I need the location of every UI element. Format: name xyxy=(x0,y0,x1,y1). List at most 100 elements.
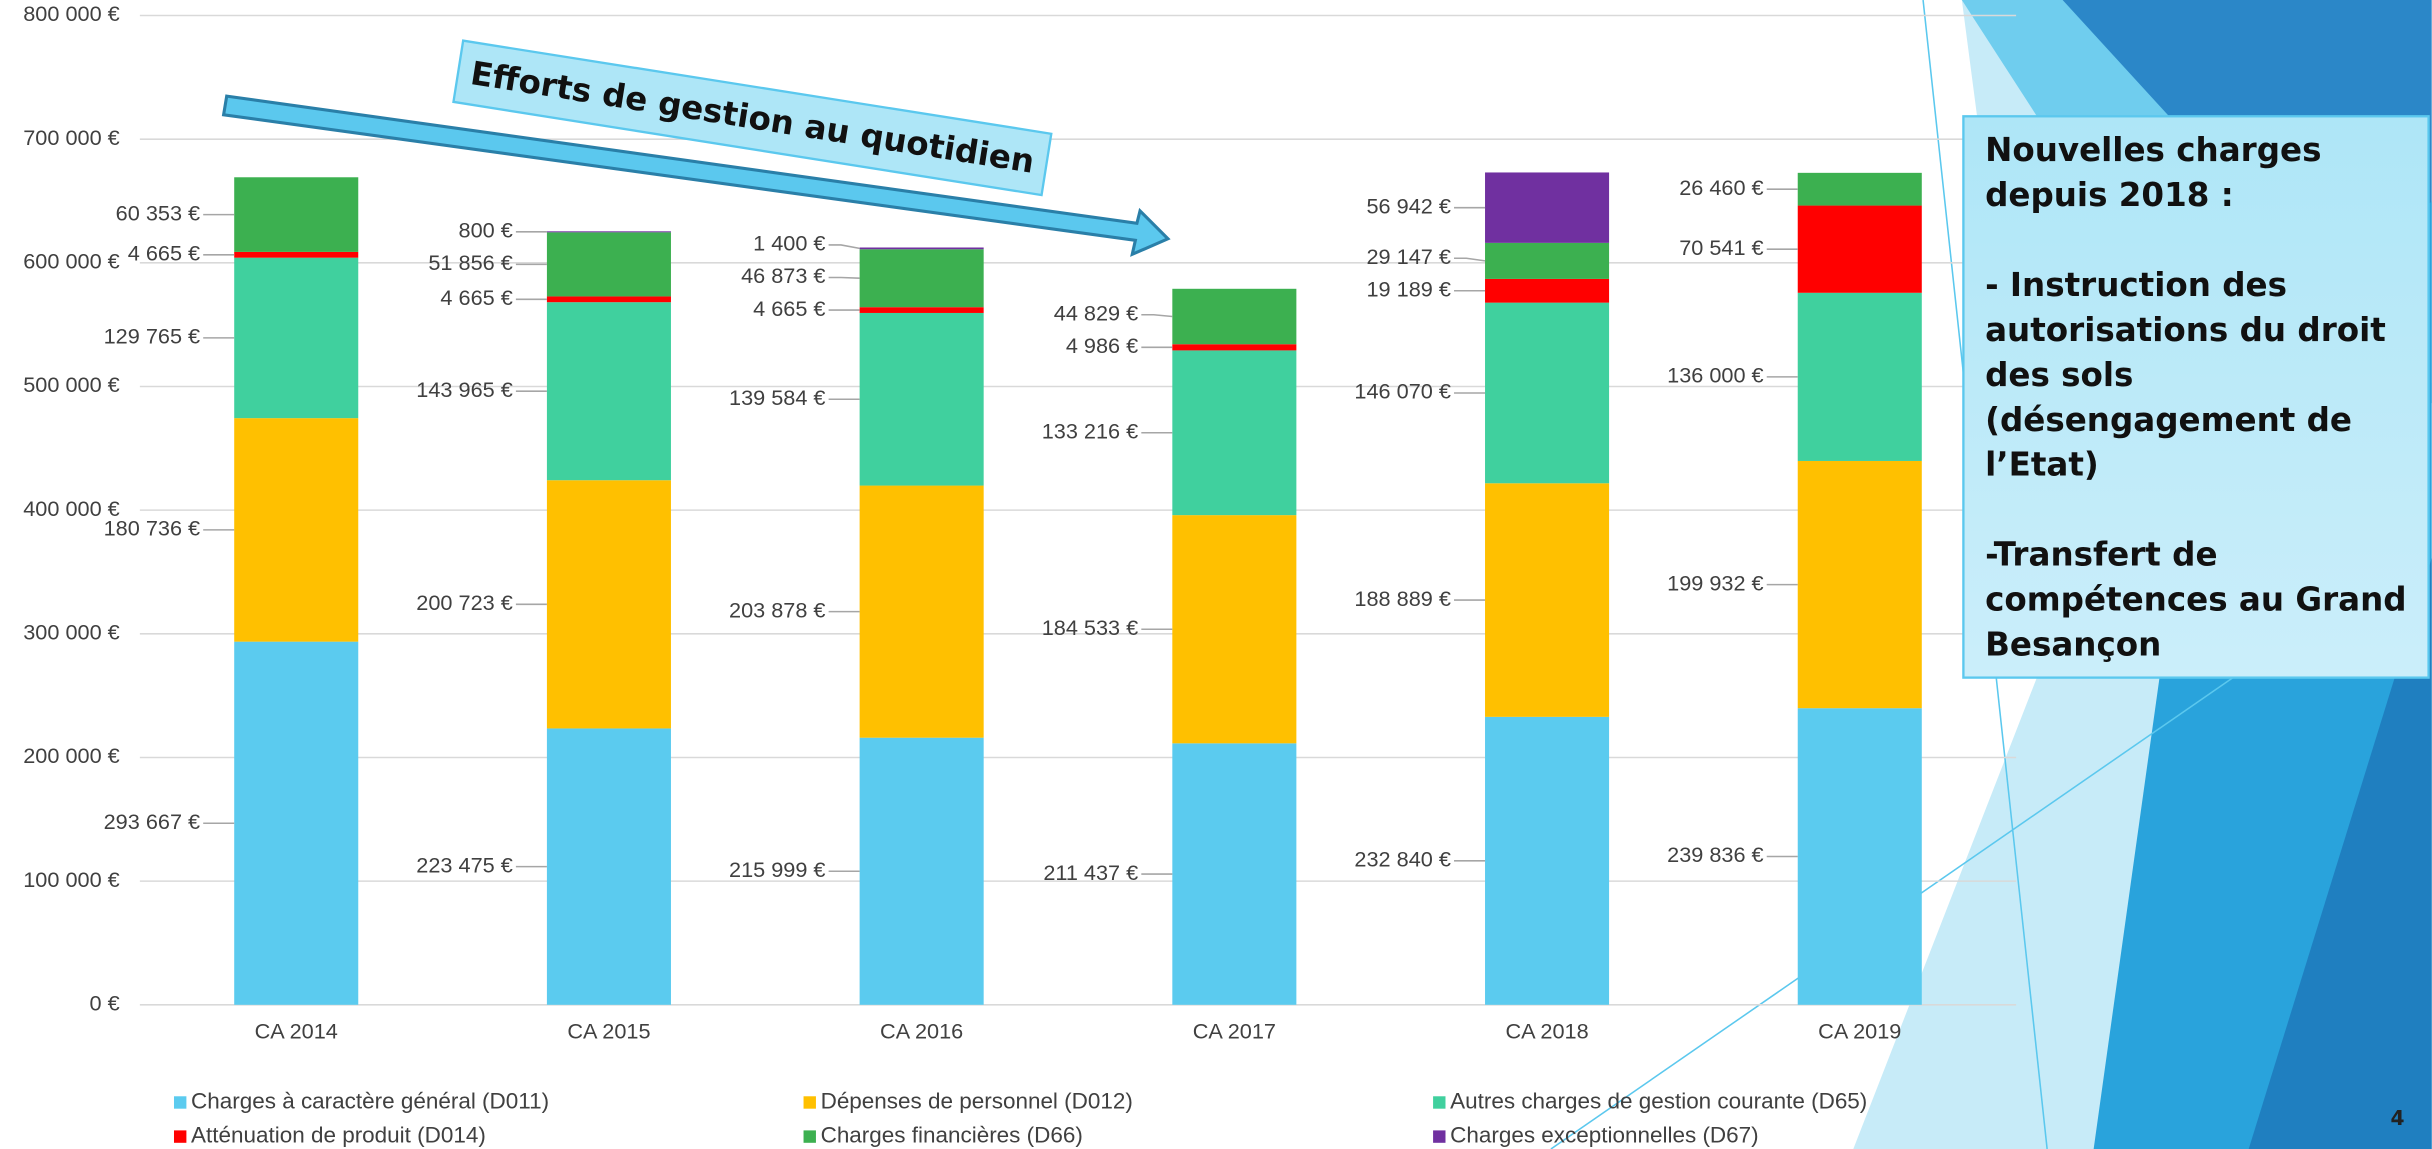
value-label: 200 723 € xyxy=(416,590,512,615)
value-label: 51 856 € xyxy=(428,250,512,275)
bar-segment xyxy=(234,641,359,1005)
value-label: 46 873 € xyxy=(741,263,825,288)
value-label: 133 216 € xyxy=(1042,418,1138,443)
value-label: 4 665 € xyxy=(753,296,825,321)
x-tick-label: CA 2017 xyxy=(1193,1018,1276,1043)
value-label: 180 736 € xyxy=(104,516,200,541)
bar-segment xyxy=(546,296,671,303)
value-label: 4 986 € xyxy=(1066,333,1138,358)
bar-segment xyxy=(234,418,359,642)
bar-segment xyxy=(1485,716,1610,1005)
bar-segment xyxy=(1485,483,1610,717)
leader-line xyxy=(828,244,860,250)
y-tick-label: 500 000 € xyxy=(23,372,119,397)
note-line: - Instruction des xyxy=(1985,266,2287,304)
value-label: 199 932 € xyxy=(1667,570,1763,595)
bar-segment xyxy=(546,232,671,297)
y-tick-label: 600 000 € xyxy=(23,249,119,274)
note-text: Nouvelles charges depuis 2018 : - Instruct… xyxy=(1985,131,2406,664)
bar-segment xyxy=(1797,460,1922,709)
note-line: compétences au Grand xyxy=(1985,581,2406,619)
note-line: -Transfert de xyxy=(1985,536,2217,574)
value-label: 215 999 € xyxy=(729,857,825,882)
bar-segment xyxy=(1172,288,1297,345)
leader-line xyxy=(1454,257,1486,262)
plot: 0 € 100 000 € 200 000 € 300 000 € 400 000 € 5… xyxy=(23,1,2017,1148)
x-tick-label: CA 2018 xyxy=(1505,1018,1588,1043)
value-label: 4 665 € xyxy=(128,241,200,266)
bar-segment xyxy=(1485,172,1610,243)
y-tick-label: 200 000 € xyxy=(23,743,119,768)
value-label: 223 475 € xyxy=(416,852,512,877)
bar-segment xyxy=(234,257,359,419)
legend-swatch xyxy=(803,1130,816,1143)
x-tick-label: CA 2015 xyxy=(567,1018,650,1043)
bar-segment xyxy=(859,737,984,1005)
note-line: depuis 2018 : xyxy=(1985,176,2234,214)
legend-swatch xyxy=(803,1096,816,1109)
bar-segment xyxy=(546,480,671,729)
value-label: 800 € xyxy=(459,218,513,243)
value-label: 211 437 € xyxy=(1043,860,1138,885)
bar-segment xyxy=(234,177,359,252)
leader-line xyxy=(828,276,860,279)
legend-label: Dépenses de personnel (D012) xyxy=(821,1088,1133,1113)
bar-segment xyxy=(1485,302,1610,484)
value-label: 184 533 € xyxy=(1042,615,1138,640)
y-tick-label: 300 000 € xyxy=(23,620,119,645)
legend-swatch xyxy=(1433,1130,1446,1143)
value-label: 143 965 € xyxy=(416,377,512,402)
bar-segment xyxy=(859,247,984,250)
legend-label: Charges financières (D66) xyxy=(821,1123,1083,1148)
value-label: 60 353 € xyxy=(116,200,200,225)
page-number: 4 xyxy=(2391,1106,2405,1130)
y-tick-label: 800 000 € xyxy=(23,1,119,26)
y-tick-label: 400 000 € xyxy=(23,496,119,521)
value-label: 139 584 € xyxy=(729,385,825,410)
bar-segment xyxy=(234,251,359,258)
bar-segment xyxy=(1797,292,1922,461)
note-line: Besançon xyxy=(1985,626,2161,664)
legend-swatch xyxy=(1433,1096,1446,1109)
y-tick-label: 0 € xyxy=(90,991,120,1016)
bar-segment xyxy=(859,249,984,308)
bar-segment xyxy=(546,231,671,233)
y-tick-label: 700 000 € xyxy=(23,125,119,150)
x-tick-label: CA 2014 xyxy=(255,1018,338,1043)
bar-segment xyxy=(546,728,671,1005)
value-label: 44 829 € xyxy=(1054,300,1138,325)
bar-segment xyxy=(859,307,984,313)
value-label: 1 400 € xyxy=(753,231,825,256)
bar-segment xyxy=(859,312,984,486)
note-line: des sols xyxy=(1985,356,2133,394)
bar-segment xyxy=(1797,708,1922,1005)
legend-label: Atténuation de produit (D014) xyxy=(191,1123,486,1148)
value-label: 26 460 € xyxy=(1679,175,1763,200)
legend-label: Autres charges de gestion courante (D65) xyxy=(1450,1088,1867,1113)
legend-label: Charges à caractère général (D011) xyxy=(191,1088,549,1113)
value-label: 146 070 € xyxy=(1354,379,1450,404)
x-tick-label: CA 2019 xyxy=(1818,1018,1901,1043)
value-label: 232 840 € xyxy=(1354,847,1450,872)
note-line: l’Etat) xyxy=(1985,446,2099,484)
bar-segment xyxy=(1172,515,1297,744)
x-tick-label: CA 2016 xyxy=(880,1018,963,1043)
legend-label: Charges exceptionnelles (D67) xyxy=(1450,1123,1759,1148)
y-tick-label: 100 000 € xyxy=(23,867,119,892)
bar-segment xyxy=(1485,278,1610,303)
note-line: (désengagement de xyxy=(1985,401,2352,439)
value-label: 29 147 € xyxy=(1366,244,1450,269)
value-label: 56 942 € xyxy=(1366,193,1450,218)
bar-segment xyxy=(1797,205,1922,293)
legend-swatch xyxy=(173,1096,187,1109)
bar-segment xyxy=(1172,350,1297,516)
bar-segment xyxy=(1485,242,1610,279)
note-line: Nouvelles charges xyxy=(1985,131,2321,169)
bar-segment xyxy=(1797,172,1922,206)
value-label: 239 836 € xyxy=(1667,842,1763,867)
bar-segment xyxy=(859,485,984,738)
note-line: autorisations du droit xyxy=(1985,311,2386,349)
note-box xyxy=(1962,115,2430,679)
value-label: 293 667 € xyxy=(104,809,200,834)
